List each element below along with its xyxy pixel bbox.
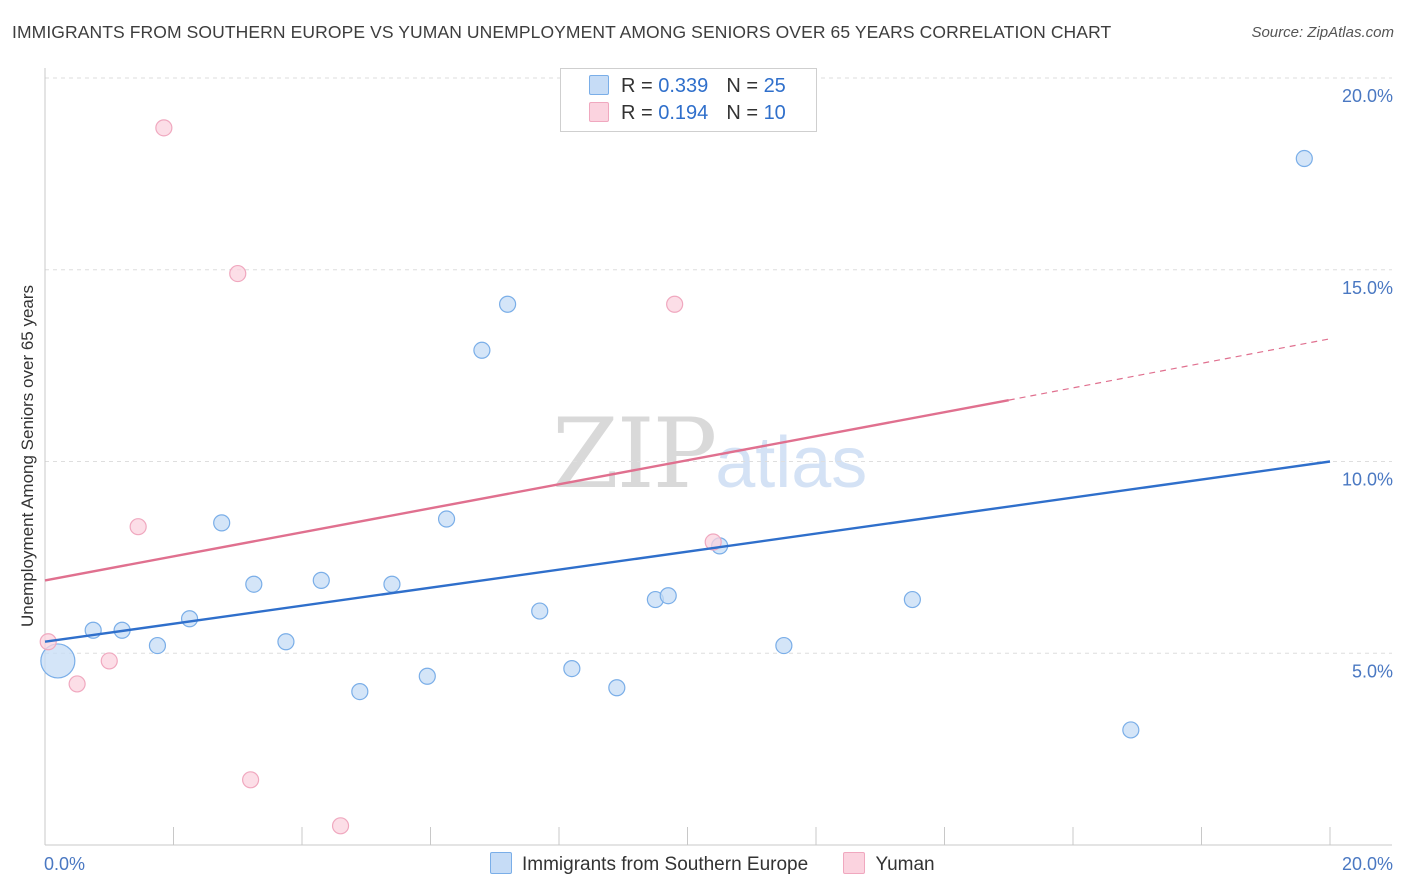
y-tick-label: 15.0% [1342,278,1393,298]
y-tick-label: 20.0% [1342,86,1393,106]
series-label-immigrants: Immigrants from Southern Europe [522,854,809,875]
data-point-immigrants [499,295,517,313]
x-tick-label: 20.0% [1342,854,1393,874]
data-point-immigrants [40,643,76,679]
legend-r-value-immigrants: 0.339 [658,75,709,97]
data-point-yuman [229,264,247,283]
data-point-immigrants [213,514,231,532]
legend-swatch-yuman [589,102,609,122]
data-point-yuman [331,817,350,835]
data-point-immigrants [563,659,581,678]
data-point-immigrants [775,636,793,655]
data-point-immigrants [437,510,456,528]
legend-n-value-immigrants: 25 [763,75,786,97]
data-point-immigrants [1122,721,1140,739]
data-point-immigrants [473,341,491,359]
legend-n-value-yuman: 10 [763,102,786,124]
watermark-zip: ZIP [552,398,717,510]
series-legend-immigrants: Immigrants from Southern Europe [490,852,808,876]
data-point-immigrants [312,571,330,589]
data-point-immigrants [903,590,921,609]
watermark-atlas: atlas [715,423,868,503]
data-point-immigrants [608,679,626,697]
chart-title: IMMIGRANTS FROM SOUTHERN EUROPE VS YUMAN… [12,22,1112,42]
data-point-immigrants [277,633,295,651]
data-point-immigrants [418,667,436,685]
legend-r-label: R = [621,102,653,124]
data-point-immigrants [148,636,167,655]
legend-r-value-yuman: 0.194 [658,102,709,124]
series-swatch-immigrants [490,852,512,874]
legend-n-label: N = [726,75,758,97]
correlation-legend: R = 0.339 N = 25 R = 0.194 N = 10 [560,68,817,132]
legend-swatch-immigrants [589,75,609,95]
data-point-yuman [129,518,147,536]
data-point-immigrants [180,610,199,628]
trend-line-yuman [44,398,1009,582]
series-swatch-yuman [843,852,866,874]
y-tick-label: 10.0% [1342,470,1393,490]
trend-line-yuman-projection [1008,338,1331,401]
data-point-immigrants [531,602,549,620]
series-label-yuman: Yuman [875,854,935,875]
data-point-yuman [242,771,260,789]
data-point-yuman [100,652,118,670]
data-point-immigrants [383,575,401,593]
data-point-yuman [155,119,173,137]
legend-row-yuman: R = 0.194 N = 10 [589,102,786,128]
series-legend-yuman: Yuman [843,852,935,876]
legend-n-label: N = [726,102,758,124]
y-tick-label: 5.0% [1352,661,1393,681]
data-point-immigrants [245,575,263,593]
data-point-immigrants [1295,149,1313,168]
data-point-immigrants [351,682,369,701]
chart-source: Source: ZipAtlas.com [1251,24,1394,41]
legend-row-immigrants: R = 0.339 N = 25 [589,75,786,101]
data-point-yuman [68,675,86,693]
legend-r-label: R = [621,75,653,97]
data-point-yuman [666,295,684,313]
trend-line-immigrants [44,460,1331,643]
data-point-yuman [704,533,722,551]
watermark: ZIPatlas [552,398,867,510]
series-legend: Immigrants from Southern Europe Yuman [490,852,965,876]
x-tick-label: 0.0% [44,854,85,874]
data-point-immigrants [659,587,677,605]
